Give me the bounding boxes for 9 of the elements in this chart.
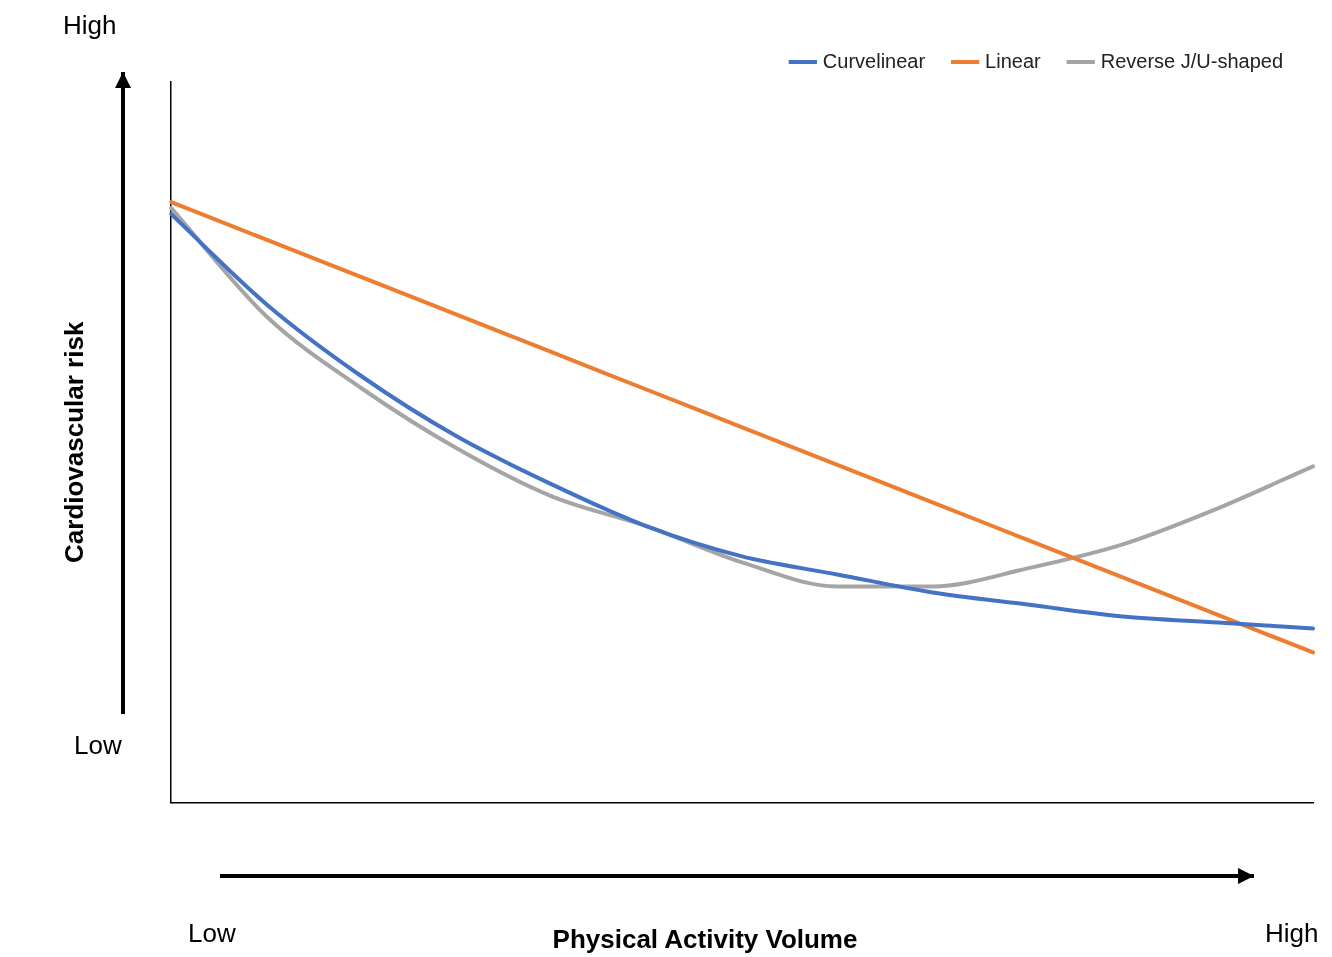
text: Low <box>188 918 236 949</box>
text: High <box>1265 918 1319 949</box>
text: Low <box>74 730 122 761</box>
x-axis-title: Physical Activity Volume <box>552 924 858 955</box>
legend-label: Reverse J/U-shaped <box>1100 49 1284 72</box>
y-axis-title: Cardiovascular risk <box>58 321 89 563</box>
text: High <box>63 10 117 41</box>
legend-label: Linear <box>985 49 1042 72</box>
legend-label: Curvelinear <box>822 49 926 72</box>
